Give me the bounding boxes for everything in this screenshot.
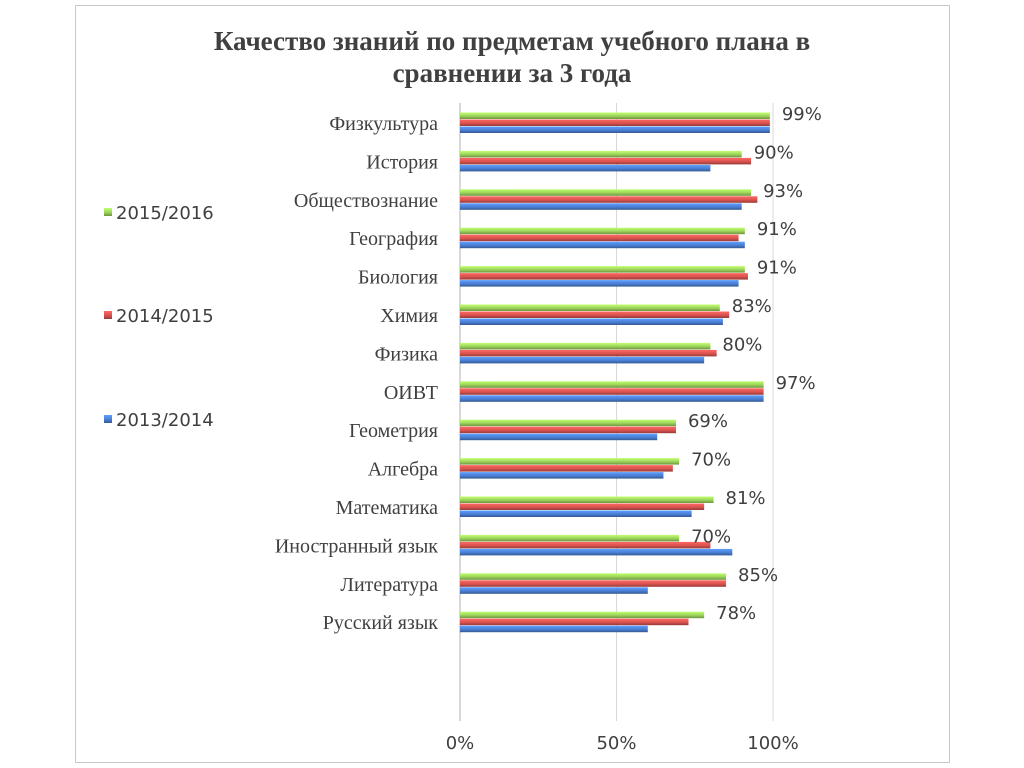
bar — [460, 510, 692, 517]
bar — [460, 433, 658, 441]
bar — [460, 157, 752, 165]
data-label: 69% — [688, 411, 728, 432]
data-label: 91% — [757, 219, 797, 240]
bar — [460, 356, 705, 364]
bar — [460, 472, 664, 479]
bar — [460, 234, 739, 242]
bars — [460, 112, 770, 633]
category-label: История — [366, 151, 438, 173]
bar — [460, 419, 676, 427]
category-label: Математика — [336, 497, 438, 519]
bar — [460, 580, 727, 587]
chart-frame: Качество знаний по предметам учебного пл… — [75, 5, 950, 763]
category-label: Литература — [340, 574, 438, 596]
legend: 2015/2016 2014/2015 2013/2014 — [104, 203, 214, 431]
legend-label: 2015/2016 — [116, 203, 214, 224]
data-label: 91% — [757, 258, 797, 279]
bar — [460, 534, 680, 542]
bar — [460, 304, 720, 311]
x-tick-label: 100% — [747, 733, 798, 754]
data-label: 81% — [726, 488, 766, 509]
bar — [460, 266, 745, 273]
bar — [460, 164, 711, 172]
data-label: 85% — [738, 565, 778, 586]
data-label: 90% — [754, 142, 794, 163]
data-label: 78% — [716, 603, 756, 624]
bar — [460, 280, 739, 287]
data-label: 80% — [722, 334, 762, 355]
bar — [460, 587, 648, 594]
bar — [460, 548, 733, 556]
bar — [460, 311, 730, 318]
category-label: Обществознание — [294, 190, 438, 212]
legend-label: 2013/2014 — [116, 410, 214, 431]
legend-swatch — [104, 311, 112, 319]
data-label: 99% — [782, 104, 822, 125]
bar — [460, 126, 770, 133]
legend-label: 2014/2015 — [116, 306, 214, 327]
data-labels: 99% 90% 93% 91% 91% 83% 80% 97% 69% 70% 81% 70% 85% 7… — [688, 104, 822, 624]
bar — [460, 465, 673, 472]
bar — [460, 273, 748, 280]
chart-title-line-1: Качество знаний по предметам учебного пл… — [214, 26, 810, 56]
x-tick-label: 50% — [596, 733, 636, 754]
category-label: Геометрия — [349, 420, 438, 442]
bar — [460, 227, 745, 235]
data-label: 97% — [776, 373, 816, 394]
category-label: Биология — [358, 267, 438, 289]
category-label: Физкультура — [329, 113, 438, 135]
category-label: Химия — [380, 305, 438, 327]
bar — [460, 381, 764, 388]
x-tick-label: 0% — [446, 733, 475, 754]
data-label: 83% — [732, 296, 772, 317]
category-label: Физика — [375, 343, 439, 365]
category-labels: Физкультура История Обществознание Географи… — [275, 113, 438, 634]
bar — [460, 496, 714, 503]
bar — [460, 503, 705, 510]
chart: Качество знаний по предметам учебного пл… — [104, 26, 822, 754]
bar — [460, 388, 764, 395]
bar — [460, 318, 723, 325]
bar — [460, 625, 648, 633]
bar — [460, 196, 758, 203]
data-label: 93% — [763, 181, 803, 202]
bar — [460, 458, 680, 465]
category-label: География — [349, 228, 438, 250]
bar — [460, 342, 711, 350]
bar — [460, 541, 711, 549]
legend-swatch — [104, 208, 112, 216]
category-label: ОИВТ — [384, 382, 438, 404]
chart-title-line-2: сравнении за 3 года — [393, 58, 632, 88]
category-label: Алгебра — [368, 459, 438, 481]
bar — [460, 573, 727, 580]
bar — [460, 611, 705, 619]
category-label: Иностранный язык — [275, 535, 438, 557]
bar — [460, 395, 764, 402]
x-axis-ticks: 0% 50% 100% — [446, 733, 799, 754]
data-label: 70% — [691, 450, 731, 471]
legend-swatch — [104, 415, 112, 423]
bar — [460, 119, 770, 126]
bar — [460, 150, 742, 158]
bar — [460, 189, 752, 196]
bar — [460, 241, 745, 249]
data-label: 70% — [691, 526, 731, 547]
bar — [460, 349, 717, 357]
bar — [460, 426, 676, 434]
bar — [460, 618, 689, 626]
bar — [460, 203, 742, 210]
bar — [460, 112, 770, 119]
category-label: Русский язык — [323, 612, 439, 634]
